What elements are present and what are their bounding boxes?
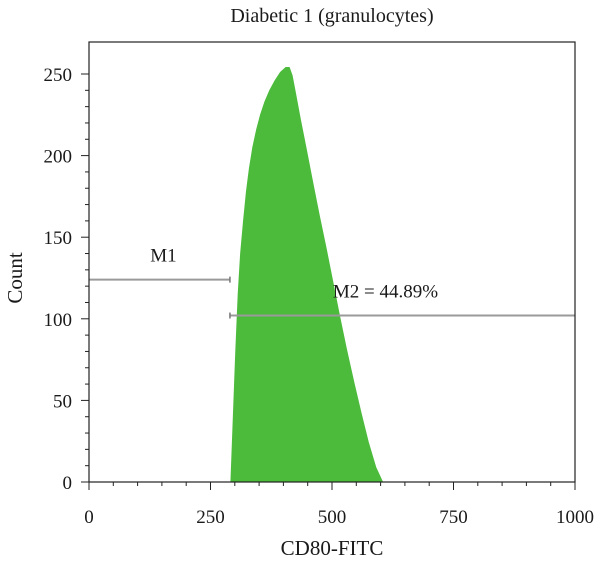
y-tick-label-200: 200: [44, 147, 73, 168]
chart-title: Diabetic 1 (granulocytes): [230, 5, 433, 27]
y-tick-label-250: 250: [44, 65, 73, 86]
markers: M1 M2 = 44.89%: [89, 246, 575, 319]
y-tick-label-50: 50: [53, 391, 72, 412]
x-tick-label-750: 750: [439, 507, 468, 528]
marker-label-m2: M2 = 44.89%: [333, 282, 438, 303]
x-tick-label-1000: 1000: [556, 507, 594, 528]
x-tick-label-250: 250: [196, 507, 225, 528]
marker-label-m1: M1: [150, 246, 176, 267]
x-tick-label-500: 500: [318, 507, 347, 528]
x-tick-label-0: 0: [84, 507, 94, 528]
x-axis-label: CD80-FITC: [281, 536, 384, 560]
y-tick-label-100: 100: [44, 310, 73, 331]
axes: 0 250 500 750 1000 0 50 100 150 200 250: [44, 65, 595, 528]
y-tick-label-0: 0: [63, 473, 73, 494]
histogram-area-series-0: [230, 66, 384, 483]
plot-area: [230, 66, 384, 483]
y-tick-label-150: 150: [44, 228, 73, 249]
y-axis-label: Count: [3, 252, 27, 304]
